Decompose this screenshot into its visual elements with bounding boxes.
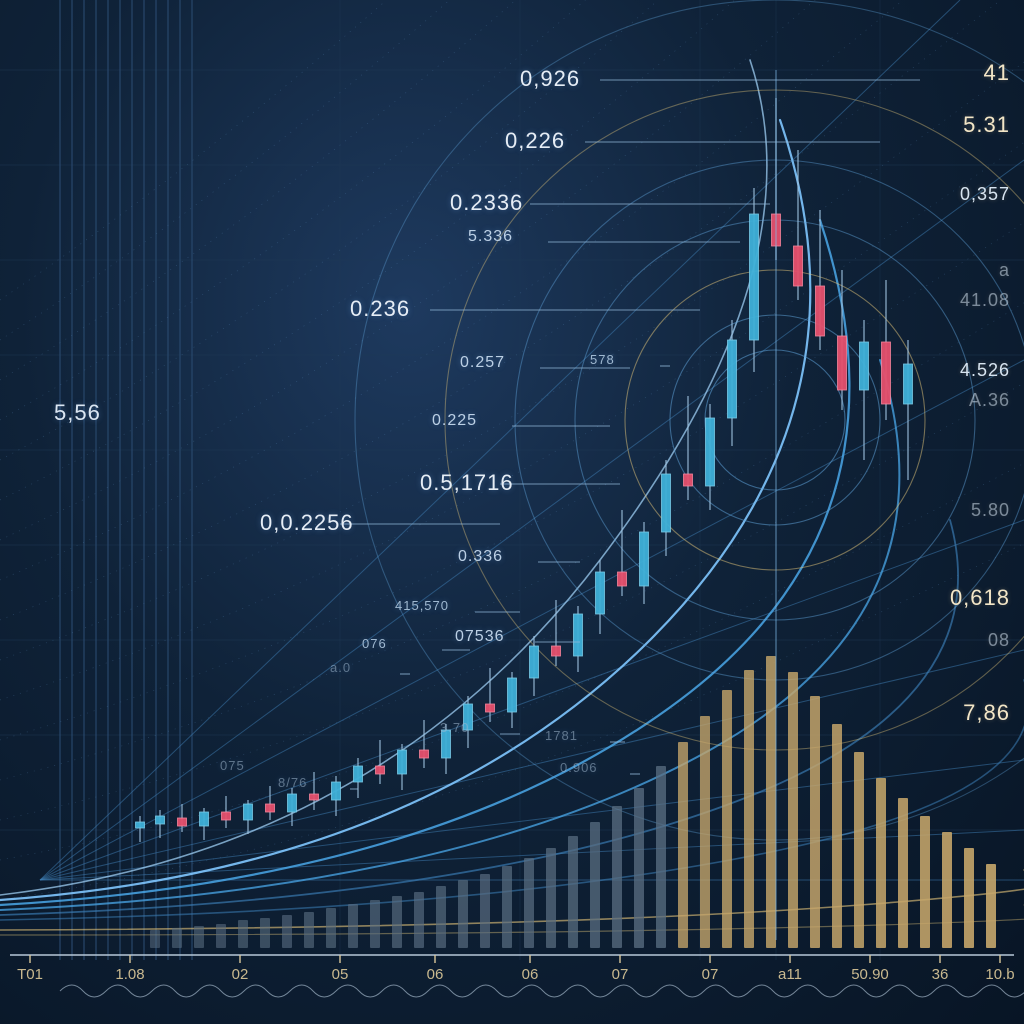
fib-level-label: 0.257	[460, 354, 505, 372]
svg-text:06: 06	[522, 966, 539, 983]
right-scale-label: A.36	[969, 390, 1010, 411]
fib-level-label: 07536	[455, 628, 505, 646]
fib-level-label: 3.70	[440, 720, 469, 735]
fib-level-label: 0.2336	[450, 190, 523, 216]
fib-level-label: 0.236	[350, 296, 410, 322]
svg-text:06: 06	[427, 966, 444, 983]
fib-level-label: 415,570	[395, 598, 449, 613]
fib-level-label: 0,0.2256	[260, 510, 354, 536]
right-scale-label: 0,357	[960, 184, 1010, 205]
left-scale-label: 5,56	[54, 400, 101, 426]
financial-chart: T01 1.08 02 05 06 06 07 07 a11 50.90 36 10.b 0,926 0…	[0, 0, 1024, 1024]
right-scale-label: 41.08	[960, 290, 1010, 311]
right-scale-label: 41	[984, 60, 1010, 86]
fib-level-label: 0.5,1716	[420, 470, 514, 496]
svg-text:a11: a11	[778, 966, 802, 983]
fib-level-label: 5.336	[468, 228, 513, 246]
right-scale-label: 08	[988, 630, 1010, 651]
right-scale-label: 4.526	[960, 360, 1010, 381]
x-axis: T01 1.08 02 05 06 06 07 07 a11 50.90 36 10.b	[10, 955, 1015, 983]
svg-text:05: 05	[332, 966, 349, 983]
svg-text:1.08: 1.08	[115, 966, 144, 983]
fib-level-label: a.0	[330, 660, 351, 675]
fib-level-lines	[300, 80, 920, 789]
svg-text:T01: T01	[17, 966, 43, 983]
fib-level-label: 1781	[545, 728, 578, 743]
svg-text:07: 07	[612, 966, 629, 983]
fib-level-label: 076	[362, 636, 387, 651]
right-scale-label: 7,86	[963, 700, 1010, 726]
fib-level-label: 0.336	[458, 548, 503, 566]
fib-level-label: 075	[220, 758, 245, 773]
fib-level-label: 0,926	[520, 66, 580, 92]
right-scale-label: 0,618	[950, 585, 1010, 611]
svg-text:02: 02	[232, 966, 249, 983]
fib-level-label: 0.225	[432, 412, 477, 430]
fib-level-label: 8/76	[278, 775, 307, 790]
svg-text:10.b: 10.b	[985, 966, 1014, 983]
fib-level-label: 0,226	[505, 128, 565, 154]
bottom-oscillator	[60, 985, 1024, 997]
right-scale-label: 5.80	[971, 500, 1010, 521]
right-scale-label: a	[999, 260, 1010, 281]
svg-text:36: 36	[932, 966, 949, 983]
fib-level-label: 578	[590, 352, 615, 367]
fib-level-label: 0.906	[560, 760, 598, 775]
right-scale-label: 5.31	[963, 112, 1010, 138]
svg-text:50.90: 50.90	[851, 966, 889, 983]
svg-text:07: 07	[702, 966, 719, 983]
